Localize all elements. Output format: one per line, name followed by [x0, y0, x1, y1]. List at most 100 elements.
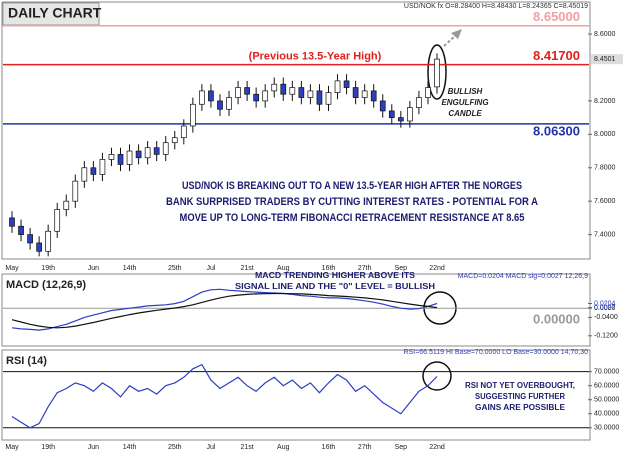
level-label: 8.65000 [533, 9, 580, 24]
candle-body [171, 137, 178, 144]
y-tick-label: 7.6000 [594, 198, 616, 205]
x-tick-label: 22nd [429, 444, 445, 451]
x-tick-label: Jun [88, 444, 99, 451]
candle-body [217, 100, 223, 110]
candle-body [162, 142, 169, 155]
candle-body [343, 80, 350, 88]
x-tick-label: 27th [358, 444, 372, 451]
candle-body [180, 125, 187, 139]
annotation: MOVE UP TO LONG-TERM FIBONACCI RETRACEME… [180, 212, 525, 224]
y-tick-label: 7.4000 [594, 231, 616, 238]
y-tick-label: 8.6000 [594, 31, 616, 38]
candle-body [63, 200, 70, 210]
x-tick-label: 16th [322, 444, 336, 451]
x-tick-label: 25th [168, 265, 182, 272]
level-label: 8.06300 [533, 123, 580, 138]
x-tick-label: Aug [277, 444, 290, 451]
chart-title: DAILY CHART [8, 5, 102, 21]
x-tick-label: 25th [168, 444, 182, 451]
panel-header: MACD=0.0204 MACD sig=0.0027 12,26,9 [458, 273, 588, 280]
candle-body [18, 225, 24, 235]
x-tick-label: Jul [206, 265, 215, 272]
level-label: 0.00000 [533, 312, 580, 327]
candle-body [9, 217, 15, 227]
arrow [443, 34, 457, 47]
candle-body [36, 242, 42, 252]
arrow-head [451, 29, 462, 39]
candle-body [325, 92, 332, 105]
panel-header: USD/NOK fx O=8.28400 H=8.48430 L=8.24365… [404, 3, 588, 10]
y-tick-label: 70.0000 [594, 368, 619, 375]
candle-body [262, 90, 269, 102]
rsi-circle [422, 361, 452, 391]
annotation: SIGNAL LINE AND THE "0" LEVEL = BULLISH [235, 282, 435, 291]
y-tick-label: 8.2000 [594, 98, 616, 105]
candle-body [298, 87, 305, 98]
x-tick-label: 21st [240, 444, 253, 451]
y-tick-label: 0.0000 [594, 305, 616, 312]
candle-body [434, 58, 440, 88]
y-tick-label: 8.0000 [594, 131, 616, 138]
annotation: BANK SURPRISED TRADERS BY CUTTING INTERE… [166, 196, 538, 208]
y-tick-label: 0.0027 [594, 304, 616, 311]
candle-body [416, 97, 422, 108]
candle-note: CANDLE [448, 109, 482, 118]
x-tick-label: Sep [395, 265, 408, 272]
candle-body [307, 90, 314, 98]
candle-body [190, 103, 196, 127]
candle-note: ENGULFING [441, 98, 488, 107]
candle-body [388, 110, 395, 118]
y-tick-label: -0.1200 [594, 333, 618, 340]
y-tick-label: -0.0400 [594, 314, 618, 321]
candle-body [90, 167, 97, 175]
candle-body [226, 97, 232, 110]
candle-body [397, 117, 404, 122]
x-tick-label: May [5, 444, 19, 451]
x-tick-label: Sep [395, 444, 408, 451]
x-tick-label: 27th [358, 265, 372, 272]
candle-body [208, 90, 214, 102]
panel-header: RSI=66.5119 HI Base=70.0000 LO Base=30.0… [403, 349, 588, 356]
annotation: RSI NOT YET OVERBOUGHT, [465, 381, 575, 390]
x-tick-label: 14th [123, 444, 137, 451]
series-line [11, 363, 438, 429]
series-line [11, 288, 438, 331]
y-tick-label: 50.0000 [594, 397, 619, 404]
x-tick-label: May [5, 265, 19, 272]
candle-body [379, 100, 386, 112]
candle-body [253, 93, 259, 102]
y-tick-label: 40.0000 [594, 411, 619, 418]
candle-body [27, 234, 33, 244]
candle-body [135, 150, 142, 159]
level-label: 8.41700 [533, 48, 580, 63]
x-tick-label: Jul [206, 444, 215, 451]
candle-body [45, 230, 52, 252]
x-tick-label: 19th [41, 444, 55, 451]
candle-body [126, 150, 133, 165]
candle-body [316, 90, 323, 105]
candle-body [407, 107, 413, 122]
rsi-frame [1, 349, 591, 441]
candle-body [153, 147, 160, 155]
x-tick-label: Jun [88, 265, 99, 272]
macd-frame [1, 273, 591, 347]
y-tick-label: 60.0000 [594, 383, 619, 390]
x-tick-label: 22nd [429, 265, 445, 272]
candle-body [289, 87, 296, 95]
y-tick-label: 30.0000 [594, 425, 619, 432]
candle-body [244, 87, 250, 95]
x-tick-label: 19th [41, 265, 55, 272]
annotation: SUGGESTING FURTHER [475, 392, 565, 401]
candle-body [54, 209, 61, 232]
last-price-tag [591, 54, 623, 65]
candle-body [199, 90, 205, 105]
candle-body [370, 90, 377, 102]
x-tick-label: 16th [322, 265, 336, 272]
candle-note: BULLISH [448, 87, 483, 96]
candle-body [425, 87, 431, 98]
annotation: GAINS ARE POSSIBLE [475, 403, 566, 412]
candle-body [271, 83, 278, 92]
x-tick-label: Aug [277, 265, 290, 272]
